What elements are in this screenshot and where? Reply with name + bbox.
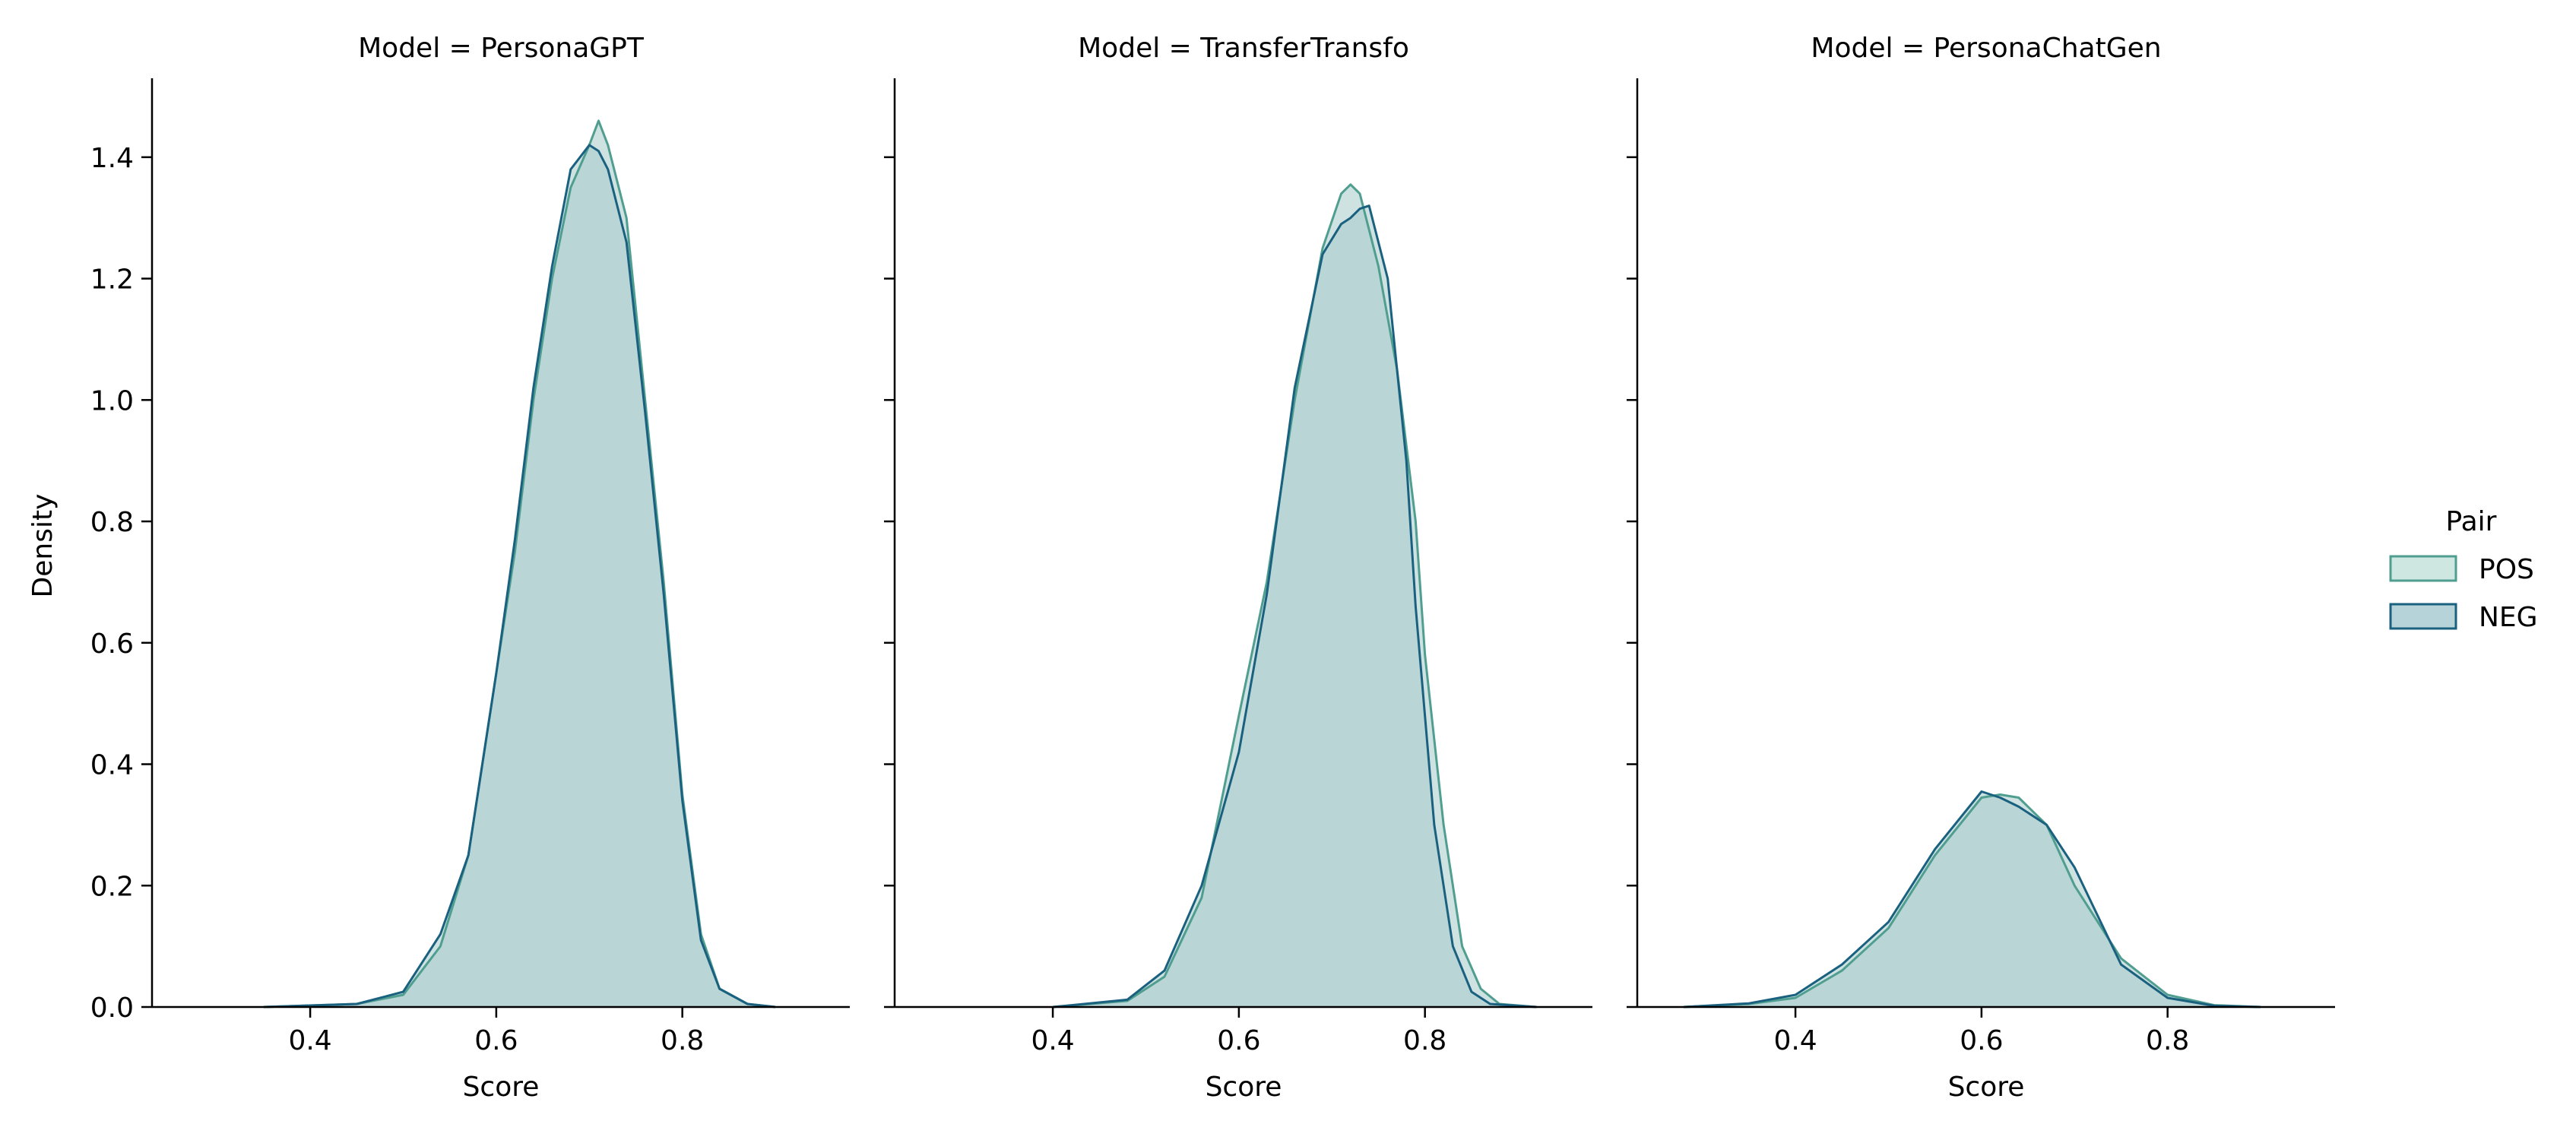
y-tick-label: 0.0 xyxy=(90,993,134,1024)
legend: Pair POS NEG xyxy=(2389,506,2538,633)
kde-line-neg xyxy=(1052,204,1537,1009)
legend-title: Pair xyxy=(2446,506,2497,537)
facet-panels: Model = PersonaGPT 0.0 0.2 0.4 0.6 0.8 1.0 1.2 1… xyxy=(90,33,2335,1103)
y-tick-label: 0.2 xyxy=(90,871,134,902)
y-tick-label: 0.4 xyxy=(90,750,134,781)
x-tick-label: 0.6 xyxy=(1960,1025,2003,1056)
panel-title: Model = PersonaGPT xyxy=(358,33,645,64)
x-tick-label: 0.4 xyxy=(1773,1025,1817,1056)
kde-line-neg xyxy=(1684,790,2261,1009)
x-tick-label: 0.8 xyxy=(1403,1025,1446,1056)
legend-label-pos: POS xyxy=(2479,554,2534,585)
kde-area-neg xyxy=(1053,205,1537,1008)
panel-title: Model = TransferTransfo xyxy=(1078,33,1409,64)
x-axis-title: Score xyxy=(463,1072,540,1103)
legend-swatch-neg xyxy=(2389,603,2457,630)
x-tick-label: 0.6 xyxy=(474,1025,518,1056)
panel-title: Model = PersonaChatGen xyxy=(1811,33,2161,64)
y-axis-title: Density xyxy=(27,494,59,598)
x-axis-title: Score xyxy=(1948,1072,2025,1103)
x-axis-title: Score xyxy=(1206,1072,1282,1103)
legend-swatch-pos xyxy=(2389,555,2457,582)
kde-series-group xyxy=(1052,183,1537,1009)
kde-area-neg xyxy=(263,144,776,1007)
facet-panel-2: Model = TransferTransfo 0.4 0.6 0.8 Score xyxy=(884,33,1592,1103)
legend-label-neg: NEG xyxy=(2479,602,2538,633)
y-tick-label: 0.8 xyxy=(90,507,134,538)
y-tick-label: 1.0 xyxy=(90,385,134,416)
facet-panel-3: Model = PersonaChatGen 0.4 0.6 0.8 Score xyxy=(1627,33,2335,1103)
kde-line-pos xyxy=(1684,793,2261,1009)
x-tick-label: 0.4 xyxy=(288,1025,331,1056)
facet-panel-1: Model = PersonaGPT 0.0 0.2 0.4 0.6 0.8 1.0 1.2 1… xyxy=(90,33,850,1103)
kde-series-group xyxy=(263,119,776,1009)
kde-area-neg xyxy=(1684,791,2261,1007)
y-tick-label: 1.2 xyxy=(90,264,134,296)
x-tick-label: 0.6 xyxy=(1217,1025,1260,1056)
x-tick-label: 0.8 xyxy=(2146,1025,2189,1056)
x-tick-label: 0.8 xyxy=(661,1025,704,1056)
y-tick-label: 1.4 xyxy=(90,143,134,174)
kde-series-group xyxy=(1684,790,2261,1009)
y-tick-label: 0.6 xyxy=(90,629,134,660)
x-tick-label: 0.4 xyxy=(1031,1025,1074,1056)
kde-line-neg xyxy=(263,144,776,1009)
